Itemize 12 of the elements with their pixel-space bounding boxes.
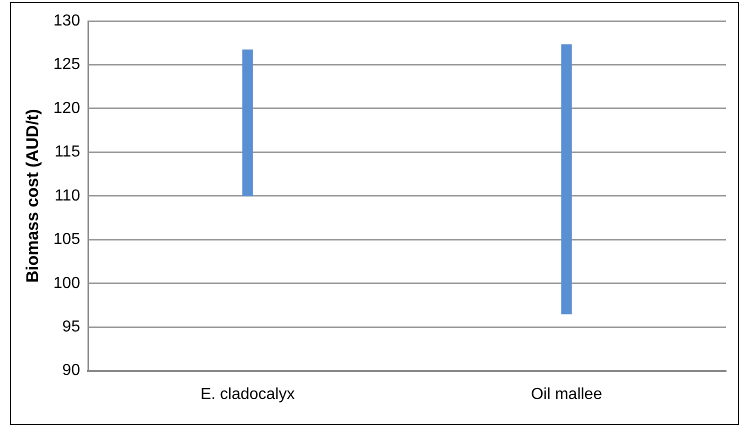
y-tick-label: 90 [62,362,80,380]
x-tick-label: Oil mallee [530,386,602,403]
y-tick-label: 115 [54,144,80,161]
y-tick-label: 105 [53,231,80,248]
y-tick-label: 110 [54,187,80,204]
y-tick-label: 95 [62,318,80,336]
y-tick-label: 100 [53,274,80,292]
y-tick-label: 120 [53,100,80,117]
y-axis-title: Biomass cost (AUD/t) [22,108,42,283]
y-tick-label: 130 [53,12,80,30]
x-tick-label: E. cladocalyx [200,386,295,403]
y-tick-label: 125 [53,56,80,74]
